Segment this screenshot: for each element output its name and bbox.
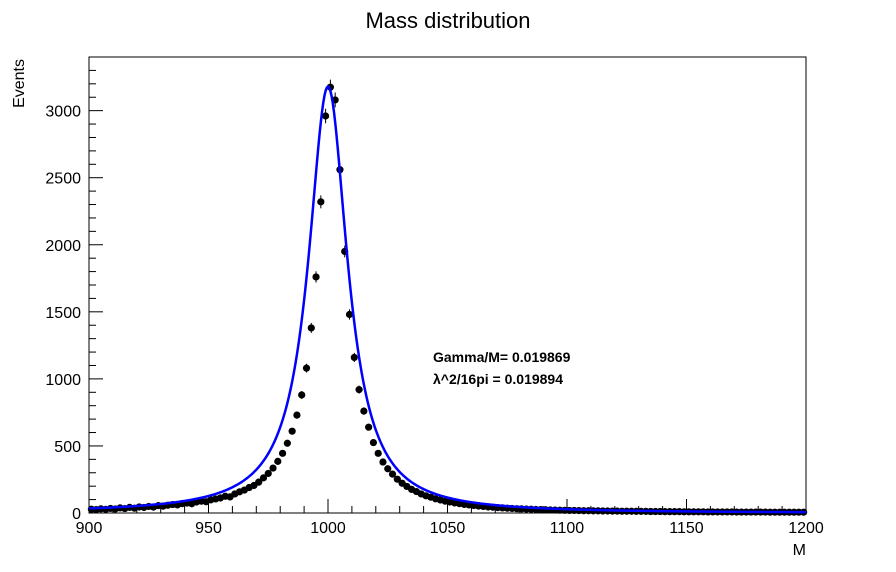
- y-tick-label: 1500: [45, 305, 81, 322]
- annotation-lambda: λ^2/16pi = 0.019894: [433, 371, 563, 387]
- x-tick-label: 900: [76, 520, 103, 537]
- fit-curve: [88, 84, 806, 514]
- data-point: [298, 391, 306, 399]
- data-point: [264, 469, 272, 478]
- data-point: [345, 310, 354, 319]
- data-point: [274, 457, 282, 465]
- data-point: [355, 386, 363, 394]
- data-point: [312, 273, 320, 281]
- chart-title: Mass distribution: [365, 8, 530, 33]
- x-tick-label: 1050: [430, 520, 466, 537]
- y-tick-label: 2000: [45, 238, 81, 255]
- data-point: [317, 198, 325, 206]
- data-point: [384, 465, 392, 473]
- data-point: [393, 475, 401, 483]
- y-axis-label: Events: [11, 59, 28, 108]
- x-tick-label: 1000: [310, 520, 346, 537]
- data-point: [388, 470, 397, 478]
- data-point: [360, 407, 368, 415]
- x-axis-label: M: [793, 542, 806, 559]
- data-point: [255, 478, 263, 486]
- data-point: [369, 438, 378, 447]
- data-point: [288, 427, 296, 435]
- x-tick-label: 950: [195, 520, 222, 537]
- data-point: [259, 474, 268, 482]
- x-tick-label: 1150: [669, 520, 704, 537]
- data-point: [293, 411, 301, 419]
- data-point: [278, 449, 287, 457]
- data-point: [350, 353, 358, 362]
- y-tick-label: 2500: [45, 171, 81, 188]
- y-tick-label: 500: [54, 439, 81, 456]
- axis-tick-labels: 900 950 1000 1050 1100 1150 1200 0 500 1000 1500 20…: [45, 104, 823, 537]
- y-tick-label: 3000: [45, 104, 81, 121]
- annotation-gamma-over-m: Gamma/M= 0.019869: [433, 349, 571, 365]
- x-tick-label: 1100: [550, 520, 585, 537]
- y-tick-label: 0: [72, 506, 81, 523]
- data-point: [365, 423, 373, 431]
- y-tick-label: 1000: [45, 372, 81, 389]
- x-tick-label: 1200: [788, 520, 824, 537]
- data-point: [322, 112, 330, 120]
- data-point: [269, 464, 277, 472]
- data-point: [379, 458, 387, 466]
- data-point: [307, 324, 315, 332]
- data-point: [374, 449, 382, 457]
- data-point: [302, 364, 311, 372]
- data-point: [283, 439, 291, 447]
